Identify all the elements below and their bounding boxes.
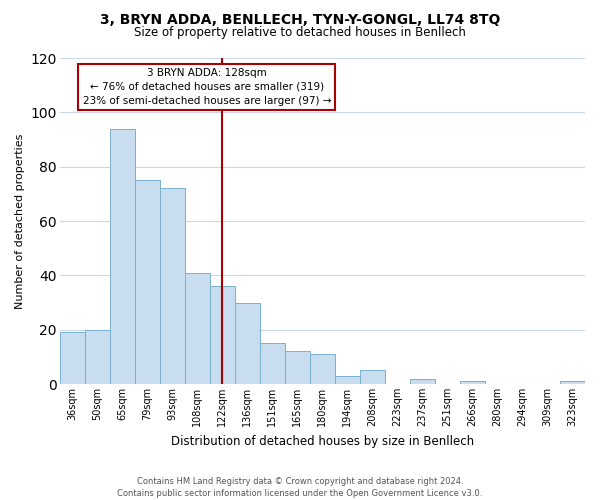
Bar (110, 128, 135, 384)
Bar (210, 286, 235, 384)
Bar (560, 382, 585, 384)
Bar (335, 376, 360, 384)
Bar (60, 332, 85, 384)
Y-axis label: Number of detached properties: Number of detached properties (15, 134, 25, 308)
Bar (260, 344, 285, 384)
Bar (235, 302, 260, 384)
Text: 3 BRYN ADDA: 128sqm
← 76% of detached houses are smaller (319)
23% of semi-detac: 3 BRYN ADDA: 128sqm ← 76% of detached ho… (83, 68, 331, 106)
Bar (85, 330, 110, 384)
Bar (285, 352, 310, 384)
Text: Contains HM Land Registry data © Crown copyright and database right 2024.
Contai: Contains HM Land Registry data © Crown c… (118, 476, 482, 498)
Bar (460, 382, 485, 384)
X-axis label: Distribution of detached houses by size in Benllech: Distribution of detached houses by size … (171, 434, 474, 448)
Bar (310, 354, 335, 384)
Bar (160, 188, 185, 384)
Bar (135, 180, 160, 384)
Bar (410, 378, 435, 384)
Bar (185, 272, 210, 384)
Text: Size of property relative to detached houses in Benllech: Size of property relative to detached ho… (134, 26, 466, 39)
Bar (360, 370, 385, 384)
Text: 3, BRYN ADDA, BENLLECH, TYN-Y-GONGL, LL74 8TQ: 3, BRYN ADDA, BENLLECH, TYN-Y-GONGL, LL7… (100, 12, 500, 26)
